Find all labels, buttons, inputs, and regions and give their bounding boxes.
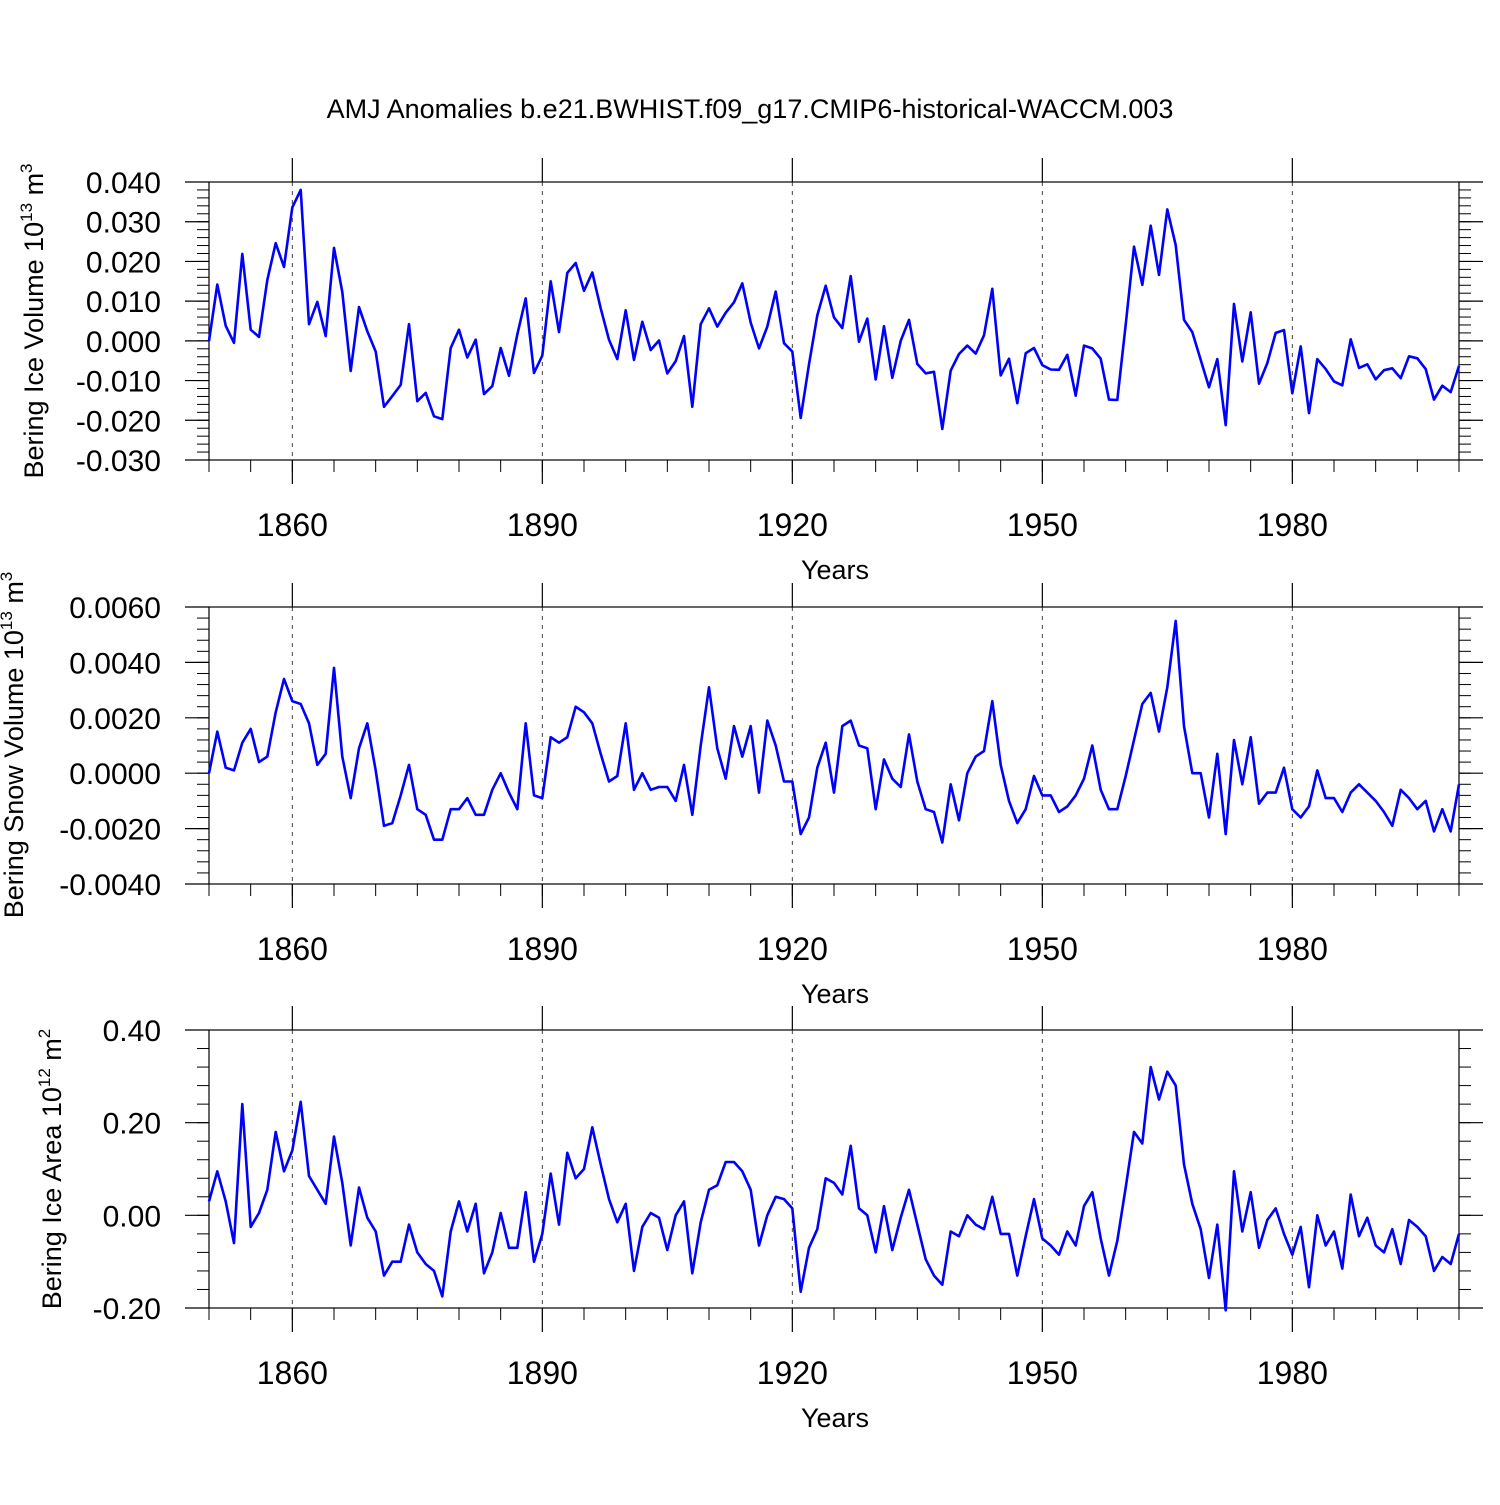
y-tick-label: 0.00 (103, 1200, 161, 1233)
y-tick-label: -0.020 (76, 405, 161, 438)
y-axis-title-unit: m (0, 581, 29, 611)
y-tick-label: 0.0060 (69, 592, 161, 625)
y-axis-title-unit: m (19, 173, 49, 203)
panel-ice-area: 1860 1890 1920 1950 1980 -0.20 0.00 0.20 0.40 Yea… (35, 1006, 1483, 1433)
y-axis-title-main: Bering Snow Volume 10 (0, 630, 29, 918)
y-axis-title-main: Bering Ice Volume 10 (19, 222, 49, 479)
series-line-snow-volume (207, 619, 1461, 844)
x-tick-label: 1950 (1007, 931, 1078, 967)
x-axis-title: Years (801, 979, 869, 1009)
y-axis-title: Bering Snow Volume 1013 m3 (0, 572, 29, 919)
x-tick-label: 1950 (1007, 507, 1078, 543)
y-axis-title-exponent: 13 (17, 203, 36, 222)
x-tick-label: 1920 (757, 507, 828, 543)
x-tick-label: 1860 (257, 931, 328, 967)
x-tick-label: 1890 (507, 1355, 578, 1391)
y-axis-title-unit-exponent: 2 (35, 1029, 54, 1038)
y-axis-title-main: Bering Ice Area 10 (37, 1087, 67, 1309)
y-tick-label: -0.0020 (59, 814, 161, 847)
y-axis-title-exponent: 13 (0, 611, 16, 630)
x-tick-label: 1860 (257, 507, 328, 543)
y-tick-label: 0.0020 (69, 703, 161, 736)
x-tick-label: 1950 (1007, 1355, 1078, 1391)
y-tick-label: 0.020 (86, 246, 161, 279)
y-tick-label: 0.040 (86, 167, 161, 200)
y-tick-label: 0.030 (86, 207, 161, 240)
series-line-ice-area (207, 1065, 1461, 1312)
y-tick-label: 0.20 (103, 1108, 161, 1141)
x-tick-label: 1980 (1257, 507, 1328, 543)
y-axis-title-exponent: 12 (35, 1068, 54, 1087)
panel-snow-volume: 1860 1890 1920 1950 1980 -0.0040 -0.0020 0.0000… (0, 572, 1483, 1009)
y-axis-title-unit: m (37, 1038, 67, 1068)
y-axis-title: Bering Ice Area 1012 m2 (35, 1029, 67, 1310)
x-tick-label: 1980 (1257, 931, 1328, 967)
y-tick-label: 0.40 (103, 1015, 161, 1048)
x-tick-label: 1860 (257, 1355, 328, 1391)
panel-ice-volume: 1860 1890 1920 1950 1980 -0.030 -0.020 -0.010 0.… (17, 158, 1483, 585)
y-tick-label: -0.010 (76, 366, 161, 399)
y-axis-title-unit-exponent: 3 (0, 572, 16, 581)
chart-title: AMJ Anomalies b.e21.BWHIST.f09_g17.CMIP6… (327, 94, 1174, 124)
y-tick-label: 0.000 (86, 326, 161, 359)
y-axis-title-unit-exponent: 3 (17, 163, 36, 172)
x-axis-title: Years (801, 1403, 869, 1433)
x-axis-title: Years (801, 555, 869, 585)
y-tick-label: -0.20 (93, 1293, 161, 1326)
y-tick-label: 0.0040 (69, 647, 161, 680)
x-tick-label: 1920 (757, 931, 828, 967)
x-tick-label: 1890 (507, 931, 578, 967)
x-tick-label: 1890 (507, 507, 578, 543)
x-tick-label: 1920 (757, 1355, 828, 1391)
y-tick-label: -0.030 (76, 445, 161, 478)
y-tick-label: 0.010 (86, 286, 161, 319)
x-tick-label: 1980 (1257, 1355, 1328, 1391)
y-tick-label: 0.0000 (69, 758, 161, 791)
series-line-ice-volume (207, 188, 1461, 431)
y-tick-label: -0.0040 (59, 869, 161, 902)
y-axis-title: Bering Ice Volume 1013 m3 (17, 163, 49, 478)
